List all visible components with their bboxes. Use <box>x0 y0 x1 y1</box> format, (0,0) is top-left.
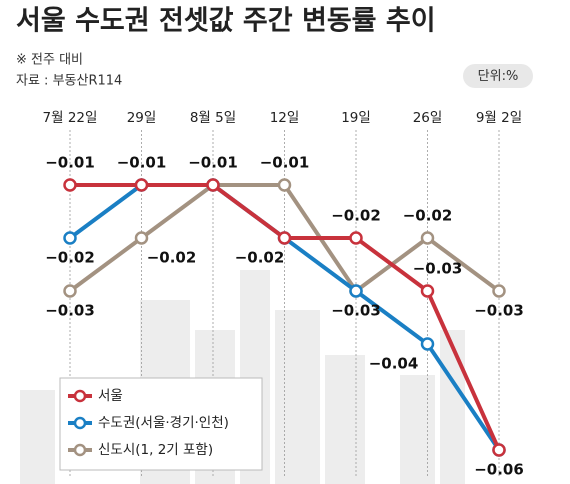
x-tick-label: 8월 5일 <box>190 110 236 126</box>
unit: 단위:% <box>478 69 519 84</box>
value-label: −0.01 <box>188 154 238 172</box>
legend-label: 신도시(1, 2기 포함) <box>98 442 213 458</box>
legend-marker <box>73 389 87 403</box>
legend-marker <box>73 443 87 457</box>
point <box>63 284 77 298</box>
value-label: −0.04 <box>369 355 419 373</box>
value-label: −0.06 <box>474 461 524 479</box>
source: 자료 : 부동산R114 <box>16 74 122 89</box>
point <box>349 284 363 298</box>
legend-box <box>59 377 263 471</box>
value-label: −0.01 <box>260 154 310 172</box>
value-label: −0.01 <box>117 154 167 172</box>
point <box>63 231 77 245</box>
unit-badge <box>463 64 533 88</box>
x-tick-label: 26일 <box>413 110 443 126</box>
point <box>420 284 435 298</box>
value-label: −0.02 <box>331 207 381 225</box>
value-label: −0.02 <box>147 249 197 267</box>
x-tick-label: 9월 2일 <box>476 110 522 126</box>
x-tick-label: 19일 <box>341 110 371 126</box>
legend-label: 수도권(서울·경기·인천) <box>98 415 229 431</box>
point <box>277 178 292 192</box>
value-label: −0.02 <box>45 249 95 267</box>
chart-title: 서울 수도권 전셋값 주간 변동률 추이 <box>16 6 436 37</box>
value-label: −0.03 <box>45 302 95 320</box>
x-tick-label: 7월 22일 <box>43 110 98 126</box>
value-label: −0.03 <box>474 302 524 320</box>
point <box>134 178 149 192</box>
value-label: −0.02 <box>235 249 285 267</box>
note: ※ 전주 대비 <box>16 53 83 68</box>
point <box>277 231 292 245</box>
point <box>63 178 77 192</box>
point <box>206 178 220 192</box>
point <box>492 284 506 298</box>
point <box>134 231 149 245</box>
background-buildings <box>20 270 465 484</box>
point <box>420 231 435 245</box>
legend-marker <box>73 416 87 430</box>
x-tick-label: 12일 <box>270 110 300 126</box>
value-label: −0.03 <box>331 302 381 320</box>
value-label: −0.02 <box>403 207 453 225</box>
x-tick-label: 29일 <box>127 110 157 126</box>
point <box>349 231 363 245</box>
point <box>492 443 506 457</box>
value-label: −0.01 <box>45 154 95 172</box>
point <box>420 337 435 351</box>
legend-label: 서울 <box>98 388 123 404</box>
value-label: −0.03 <box>413 260 463 278</box>
